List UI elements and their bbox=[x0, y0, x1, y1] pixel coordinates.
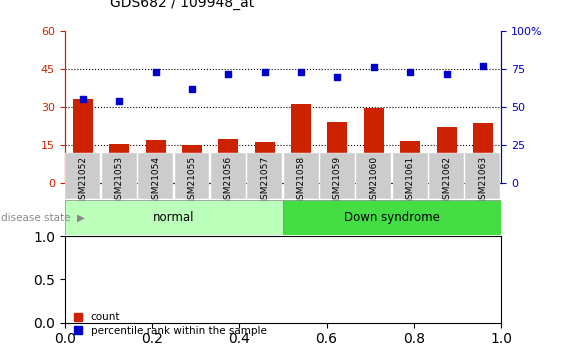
Point bbox=[442, 71, 451, 76]
Text: Down syndrome: Down syndrome bbox=[344, 211, 440, 224]
Bar bbox=[400, 141, 420, 183]
Text: GSM21054: GSM21054 bbox=[151, 156, 160, 205]
FancyBboxPatch shape bbox=[65, 200, 283, 235]
Bar bbox=[73, 99, 93, 183]
Text: GSM21063: GSM21063 bbox=[479, 156, 488, 205]
Text: GSM21053: GSM21053 bbox=[115, 156, 124, 205]
Bar bbox=[473, 124, 493, 183]
Bar bbox=[436, 127, 457, 183]
FancyBboxPatch shape bbox=[393, 153, 428, 199]
Point bbox=[369, 65, 378, 70]
Text: GSM21052: GSM21052 bbox=[78, 156, 87, 205]
FancyBboxPatch shape bbox=[320, 153, 355, 199]
Point bbox=[333, 74, 342, 79]
FancyBboxPatch shape bbox=[247, 153, 282, 199]
Point bbox=[297, 69, 306, 75]
Legend: count, percentile rank within the sample: count, percentile rank within the sample bbox=[70, 308, 271, 340]
Bar bbox=[328, 122, 347, 183]
Bar bbox=[182, 145, 202, 183]
Point bbox=[224, 71, 233, 76]
FancyBboxPatch shape bbox=[65, 153, 100, 199]
Bar bbox=[146, 140, 166, 183]
FancyBboxPatch shape bbox=[211, 153, 246, 199]
Point bbox=[406, 69, 415, 75]
FancyBboxPatch shape bbox=[429, 153, 464, 199]
FancyBboxPatch shape bbox=[102, 153, 137, 199]
Text: GSM21062: GSM21062 bbox=[442, 156, 451, 205]
FancyBboxPatch shape bbox=[283, 200, 501, 235]
FancyBboxPatch shape bbox=[138, 153, 173, 199]
Text: GSM21060: GSM21060 bbox=[369, 156, 378, 205]
Text: GSM21057: GSM21057 bbox=[260, 156, 269, 205]
Bar bbox=[364, 108, 384, 183]
FancyBboxPatch shape bbox=[175, 153, 209, 199]
Text: GSM21058: GSM21058 bbox=[297, 156, 306, 205]
Text: GSM21056: GSM21056 bbox=[224, 156, 233, 205]
Point bbox=[479, 63, 488, 69]
Text: GDS682 / 109948_at: GDS682 / 109948_at bbox=[110, 0, 254, 10]
Text: GSM21059: GSM21059 bbox=[333, 156, 342, 205]
Bar bbox=[254, 142, 275, 183]
Text: disease state  ▶: disease state ▶ bbox=[1, 213, 84, 222]
Text: normal: normal bbox=[153, 211, 195, 224]
Point bbox=[260, 69, 269, 75]
Point bbox=[187, 86, 196, 91]
FancyBboxPatch shape bbox=[284, 153, 319, 199]
Bar bbox=[218, 139, 238, 183]
Point bbox=[115, 98, 124, 104]
Text: GSM21055: GSM21055 bbox=[187, 156, 196, 205]
Text: GSM21061: GSM21061 bbox=[406, 156, 415, 205]
Bar bbox=[291, 105, 311, 183]
Point bbox=[151, 69, 160, 75]
Point bbox=[78, 97, 87, 102]
FancyBboxPatch shape bbox=[356, 153, 391, 199]
Bar bbox=[109, 144, 129, 183]
FancyBboxPatch shape bbox=[466, 153, 501, 199]
